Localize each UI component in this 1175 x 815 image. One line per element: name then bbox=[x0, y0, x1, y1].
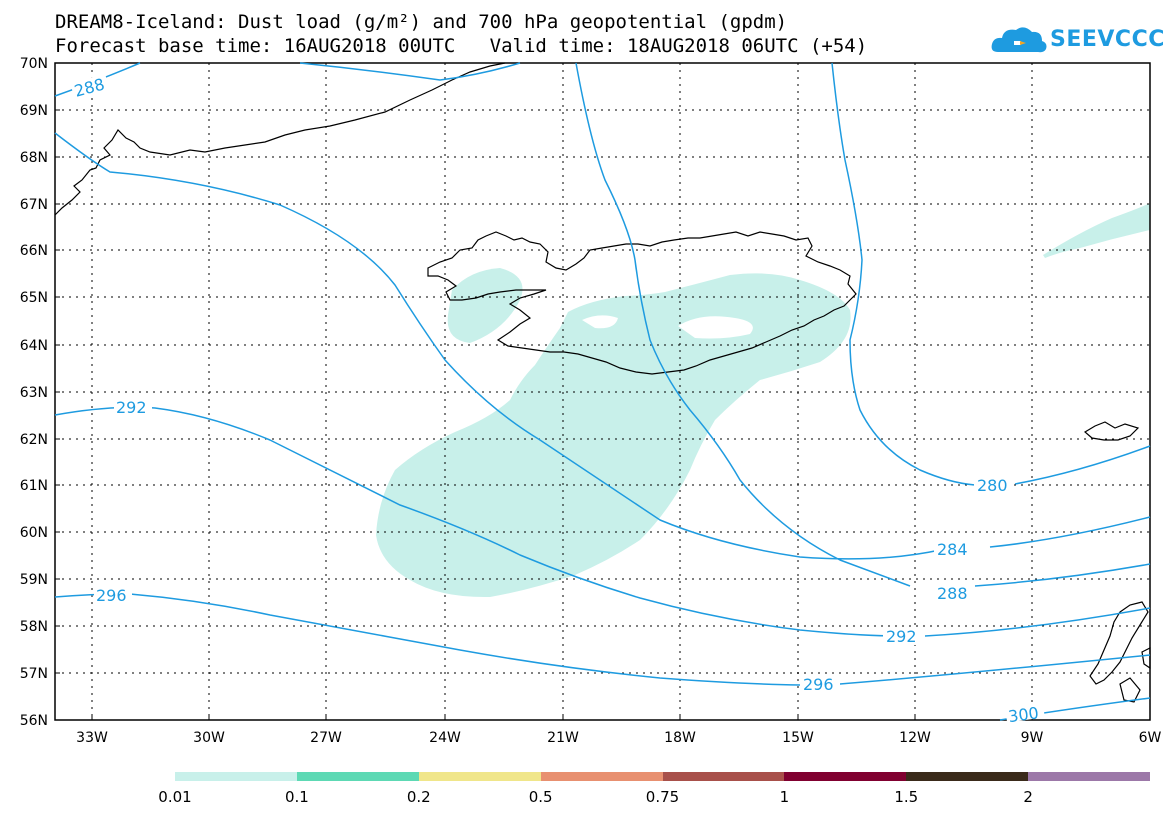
longitude-labels: 33W 30W 27W 24W 21W 18W 15W 12W 9W 6W bbox=[76, 730, 1161, 746]
lon-label: 27W bbox=[310, 730, 342, 746]
lon-label: 18W bbox=[664, 730, 696, 746]
contour-label: 280 bbox=[977, 476, 1008, 495]
lat-label: 64N bbox=[20, 338, 48, 354]
lon-label: 9W bbox=[1021, 730, 1044, 746]
lat-label: 57N bbox=[20, 666, 48, 682]
lon-label: 15W bbox=[782, 730, 814, 746]
graticule bbox=[55, 63, 1150, 720]
contour-label: 300 bbox=[1007, 703, 1040, 726]
lon-label: 12W bbox=[899, 730, 931, 746]
lat-label: 61N bbox=[20, 478, 48, 494]
colorbar-label: 1.5 bbox=[894, 788, 919, 806]
lat-label: 58N bbox=[20, 619, 48, 635]
contour-label: 296 bbox=[803, 675, 834, 694]
lat-label: 66N bbox=[20, 243, 48, 259]
dust-load-area bbox=[376, 203, 1150, 598]
colorbar-segment bbox=[906, 772, 1029, 781]
colorbar-label: 0.01 bbox=[158, 788, 192, 806]
lon-label: 21W bbox=[547, 730, 579, 746]
lat-label: 68N bbox=[20, 150, 48, 166]
lat-label: 59N bbox=[20, 572, 48, 588]
logo-text: SEEVCCC bbox=[1050, 27, 1165, 52]
colorbar-segment bbox=[784, 772, 907, 781]
colorbar-segment bbox=[540, 772, 663, 781]
lon-label: 24W bbox=[429, 730, 461, 746]
contour-label: 292 bbox=[116, 398, 147, 417]
lat-label: 60N bbox=[20, 525, 48, 541]
contour-labels: 288 292 296 280 284 288 292 296 300 bbox=[70, 73, 1045, 726]
colorbar-segment bbox=[418, 772, 541, 781]
colorbar-label: 0.1 bbox=[284, 788, 309, 806]
lat-label: 65N bbox=[20, 290, 48, 306]
lon-label: 33W bbox=[76, 730, 108, 746]
lon-label: 30W bbox=[193, 730, 225, 746]
lat-label: 69N bbox=[20, 103, 48, 119]
colorbar bbox=[175, 772, 1150, 781]
lat-label: 67N bbox=[20, 197, 48, 213]
colorbar-segment bbox=[175, 772, 297, 781]
contour-label: 284 bbox=[937, 540, 968, 559]
latitude-labels: 70N 69N 68N 67N 66N 65N 64N 63N 62N 61N … bbox=[20, 56, 48, 729]
contour-label: 288 bbox=[72, 75, 106, 101]
contour-label: 296 bbox=[96, 586, 127, 605]
lon-label: 6W bbox=[1139, 730, 1162, 746]
lat-label: 70N bbox=[20, 56, 48, 72]
lat-label: 62N bbox=[20, 432, 48, 448]
contour-label: 288 bbox=[937, 584, 968, 603]
lat-label: 56N bbox=[20, 713, 48, 729]
geopotential-contours bbox=[54, 62, 1151, 721]
cloud-icon bbox=[991, 27, 1047, 53]
colorbar-label: 1 bbox=[779, 788, 790, 806]
contour-label: 292 bbox=[886, 627, 917, 646]
lat-label: 63N bbox=[20, 385, 48, 401]
colorbar-segment bbox=[662, 772, 785, 781]
colorbar-segment bbox=[1028, 772, 1150, 781]
colorbar-label: 2 bbox=[1023, 788, 1033, 806]
colorbar-label: 0.2 bbox=[406, 788, 431, 806]
colorbar-segment bbox=[296, 772, 419, 781]
map-title-line1: DREAM8-Iceland: Dust load (g/m²) and 700… bbox=[55, 11, 788, 33]
map-title-line2: Forecast base time: 16AUG2018 00UTC Vali… bbox=[55, 35, 868, 57]
colorbar-label: 0.75 bbox=[645, 788, 680, 806]
colorbar-label: 0.5 bbox=[528, 788, 553, 806]
